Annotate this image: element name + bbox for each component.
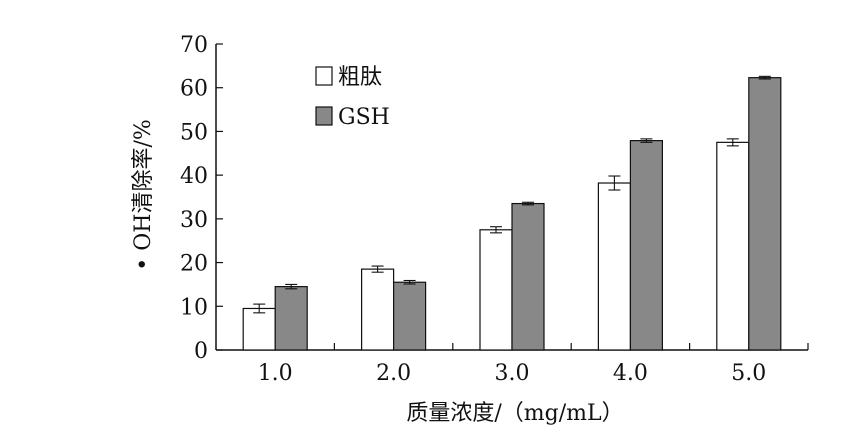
x-axis-label: 质量浓度/（mg/mL） [406, 401, 623, 426]
error-bars [253, 75, 771, 314]
bar-gsh [511, 202, 545, 351]
x-tick-label: 2.0 [376, 361, 411, 386]
x-tick-label: 5.0 [731, 361, 766, 386]
bar-crude-peptide [361, 268, 395, 351]
bar-crude-peptide [242, 307, 276, 351]
bar-gsh [748, 77, 782, 351]
bar-gsh [629, 140, 664, 351]
bars [242, 77, 782, 351]
bar-gsh [393, 281, 427, 351]
y-tick-label: 60 [180, 77, 208, 102]
legend-label-gsh: GSH [338, 105, 390, 130]
y-axis-label: • OH清除率/% [131, 119, 156, 271]
legend-label-crude-peptide: 粗肽 [338, 65, 382, 90]
tick-labels: 0 10 20 30 40 50 60 70 1.0 2.0 3.0 4.0 5.0 [180, 33, 766, 386]
y-tick-label: 40 [180, 164, 208, 189]
bar-crude-peptide [479, 229, 513, 351]
bar-gsh [274, 286, 308, 351]
y-tick-label: 50 [180, 120, 208, 145]
x-tick-label: 1.0 [258, 361, 293, 386]
y-tick-label: 30 [180, 208, 208, 233]
y-tick-label: 70 [180, 33, 208, 58]
bar-crude-peptide [597, 182, 632, 351]
y-tick-label: 20 [180, 252, 208, 277]
x-tick-label: 3.0 [495, 361, 530, 386]
legend: 粗肽 GSH [315, 65, 390, 130]
y-tick-label: 10 [180, 295, 208, 320]
legend-swatch-crude-peptide [315, 66, 333, 86]
bar-crude-peptide [716, 141, 750, 351]
y-tick-label: 0 [194, 339, 208, 364]
axes [215, 43, 809, 351]
x-tick-label: 4.0 [613, 361, 648, 386]
legend-swatch-gsh [315, 106, 333, 126]
